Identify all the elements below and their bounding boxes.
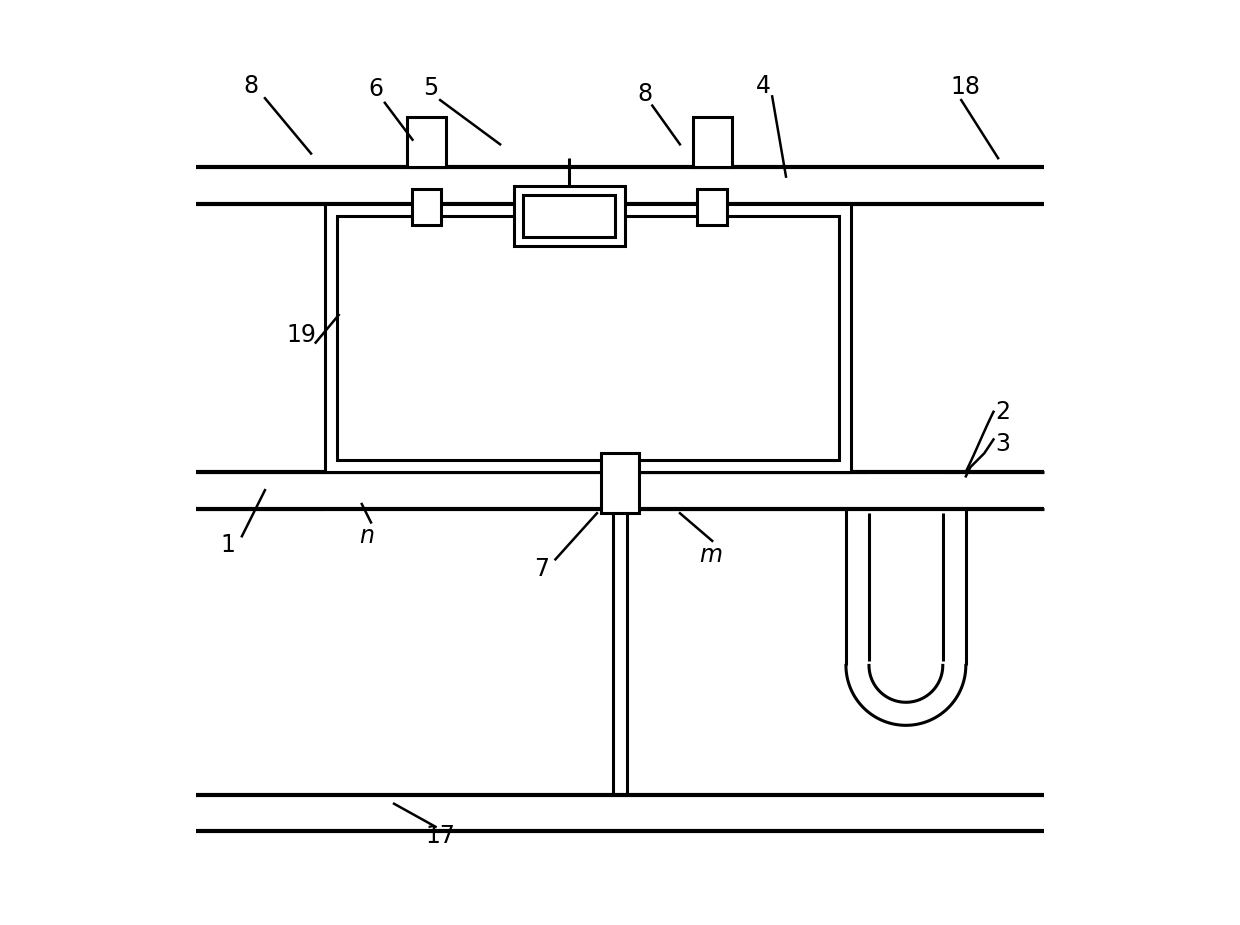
Bar [407, 117, 445, 167]
Text: 8: 8 [637, 81, 652, 105]
Text: 18: 18 [951, 75, 981, 99]
Text: 2: 2 [996, 400, 1011, 424]
Bar [337, 216, 838, 460]
Text: 1: 1 [221, 534, 236, 558]
Text: 17: 17 [425, 824, 455, 848]
Text: 19: 19 [286, 323, 316, 347]
Text: 8: 8 [243, 74, 259, 98]
Text: 3: 3 [996, 432, 1011, 456]
Text: m: m [699, 543, 722, 567]
Text: 6: 6 [368, 77, 383, 101]
Bar [325, 204, 851, 472]
Bar [513, 186, 625, 246]
Bar [697, 189, 727, 225]
Bar [412, 189, 441, 225]
Text: 4: 4 [755, 74, 770, 98]
Text: n: n [358, 524, 374, 549]
Bar [523, 195, 615, 237]
Bar [600, 453, 640, 513]
Bar [693, 117, 732, 167]
Text: 7: 7 [534, 557, 549, 581]
Text: 5: 5 [423, 76, 439, 100]
